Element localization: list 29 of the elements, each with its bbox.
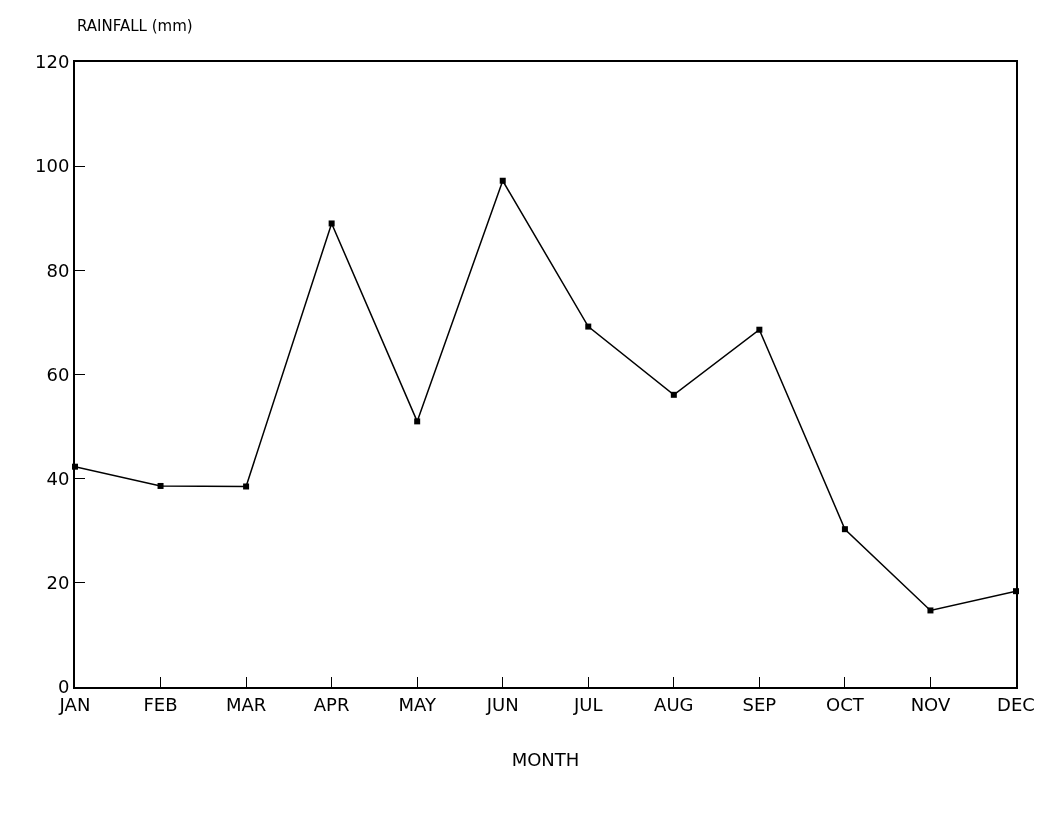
- point: [157, 482, 164, 489]
- y-axis-title: RAINFALL (mm): [77, 17, 193, 35]
- y-tick-label: 40: [46, 467, 70, 489]
- point: [841, 526, 848, 533]
- x-tick-label: JUN: [485, 693, 519, 715]
- point: [670, 391, 677, 398]
- point: [927, 607, 934, 614]
- x-tick-label: OCT: [826, 693, 865, 715]
- point: [243, 483, 250, 490]
- point: [756, 326, 763, 333]
- x-tick-label: JUL: [573, 693, 603, 715]
- x-axis-title: MONTH: [511, 749, 580, 771]
- y-tick-label: 60: [46, 363, 70, 385]
- x-tick-label: NOV: [910, 693, 951, 715]
- x-tick-label: FEB: [143, 693, 178, 715]
- y-tick-label: 100: [35, 155, 70, 177]
- x-tick-label: MAR: [225, 693, 267, 715]
- point: [414, 418, 421, 425]
- y-tick-label: 80: [46, 259, 70, 281]
- point: [499, 177, 506, 184]
- x-tick-label: SEP: [742, 693, 777, 715]
- x-tick-label: AUG: [654, 693, 694, 715]
- x-tick-label: MAY: [398, 693, 437, 715]
- x-tick-label: APR: [313, 693, 350, 715]
- x-tick-label: DEC: [997, 693, 1035, 715]
- point: [328, 220, 335, 227]
- y-tick-label: 120: [35, 51, 70, 73]
- y-tick-label: 20: [46, 572, 70, 594]
- point: [585, 323, 592, 330]
